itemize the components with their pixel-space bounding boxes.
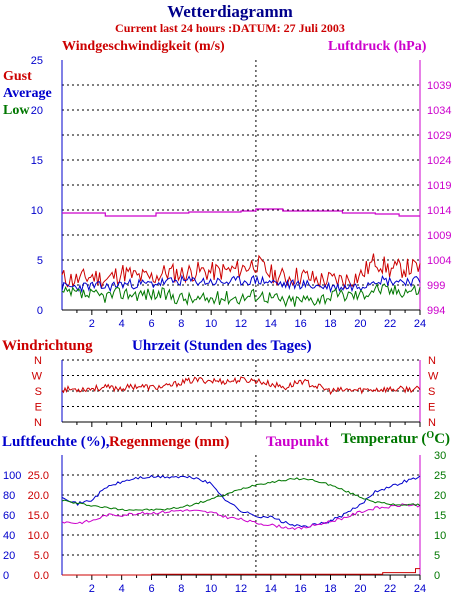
pressure-y-tick-label: 1014 bbox=[427, 205, 451, 217]
pressure-y-tick-label: 1034 bbox=[427, 105, 451, 117]
legend-average: Average bbox=[3, 86, 52, 101]
wind-speed-label: Windgeschwindigkeit (m/s) bbox=[62, 39, 225, 54]
wind-x-tick-label: 6 bbox=[148, 318, 154, 330]
chart-title: Wetterdiagramm bbox=[167, 2, 293, 21]
pressure-y-tick-label: 1004 bbox=[427, 255, 451, 267]
pressure-y-tick-label: 999 bbox=[427, 280, 445, 292]
pressure-y-tick-label: 1039 bbox=[427, 80, 451, 92]
legend-gust: Gust bbox=[3, 69, 32, 84]
wind-y-tick-label: 20 bbox=[31, 105, 43, 117]
humidity-x-tick-label: 6 bbox=[148, 583, 154, 595]
wind-direction-line bbox=[61, 376, 421, 396]
rain-y-tick-label: 10.0 bbox=[28, 530, 49, 542]
humidity-y-tick-label: 80 bbox=[3, 490, 15, 502]
dewpoint-label: Taupunkt bbox=[266, 434, 329, 450]
temperature-y-tick-label: 20 bbox=[434, 490, 446, 502]
humidity-x-tick-label: 18 bbox=[324, 583, 336, 595]
temperature-y-tick-label: 10 bbox=[434, 530, 446, 542]
direction-right-tick-label: S bbox=[428, 386, 435, 398]
humidity-x-tick-label: 20 bbox=[354, 583, 366, 595]
humidity-x-tick-label: 2 bbox=[89, 583, 95, 595]
humidity-y-tick-label: 0 bbox=[3, 570, 9, 582]
temperature-y-tick-label: 15 bbox=[434, 510, 446, 522]
wind-x-tick-label: 4 bbox=[119, 318, 125, 330]
temperature-y-tick-label: 25 bbox=[434, 470, 446, 482]
wind-y-tick-label: 0 bbox=[37, 305, 43, 317]
direction-right-tick-label: W bbox=[428, 371, 439, 383]
wind-y-tick-label: 25 bbox=[31, 55, 43, 67]
wind-x-tick-label: 18 bbox=[324, 318, 336, 330]
humidity-y-tick-label: 20 bbox=[3, 550, 15, 562]
humidity-label: Luftfeuchte (%), bbox=[2, 434, 110, 450]
rain-y-tick-label: 25.0 bbox=[28, 470, 49, 482]
humidity-y-tick-label: 60 bbox=[3, 510, 15, 522]
plot-area: 0510152025994999100410091014101910241029… bbox=[3, 55, 451, 595]
wind-x-tick-label: 8 bbox=[178, 318, 184, 330]
wind-y-tick-label: 10 bbox=[31, 205, 43, 217]
wind-low-line bbox=[61, 282, 421, 308]
direction-right-tick-label: N bbox=[428, 355, 436, 367]
pressure-y-tick-label: 994 bbox=[427, 305, 445, 317]
temperature-line bbox=[61, 477, 421, 512]
degree-symbol: O bbox=[426, 430, 434, 441]
rain-y-tick-label: 20.0 bbox=[28, 490, 49, 502]
chart-subtitle: Current last 24 hours :DATUM: 27 Juli 20… bbox=[115, 21, 345, 35]
wind-x-tick-label: 24 bbox=[414, 318, 426, 330]
wind-x-tick-label: 2 bbox=[89, 318, 95, 330]
rain-y-tick-label: 5.0 bbox=[34, 550, 49, 562]
pressure-line bbox=[62, 208, 420, 217]
time-axis-label: Uhrzeit (Stunden des Tages) bbox=[132, 338, 312, 354]
humidity-y-tick-label: 40 bbox=[3, 530, 15, 542]
direction-left-tick-label: N bbox=[34, 355, 42, 367]
humidity-y-tick-label: 100 bbox=[3, 470, 21, 482]
humidity-x-tick-label: 16 bbox=[295, 583, 307, 595]
pressure-label: Luftdruck (hPa) bbox=[328, 39, 427, 54]
wind-x-tick-label: 22 bbox=[384, 318, 396, 330]
wind-x-tick-label: 14 bbox=[265, 318, 277, 330]
direction-left-tick-label: E bbox=[35, 402, 42, 414]
rain-line bbox=[62, 568, 420, 576]
wind-y-tick-label: 15 bbox=[31, 155, 43, 167]
wind-direction-label: Windrichtung bbox=[2, 338, 93, 354]
humidity-x-tick-label: 10 bbox=[205, 583, 217, 595]
wind-y-tick-label: 5 bbox=[37, 255, 43, 267]
pressure-y-tick-label: 1029 bbox=[427, 130, 451, 142]
rain-y-tick-label: 15.0 bbox=[28, 510, 49, 522]
temperature-y-tick-label: 5 bbox=[434, 550, 440, 562]
pressure-y-tick-label: 1009 bbox=[427, 230, 451, 242]
humidity-x-tick-label: 22 bbox=[384, 583, 396, 595]
direction-right-tick-label: N bbox=[428, 417, 436, 429]
humidity-x-tick-label: 4 bbox=[119, 583, 125, 595]
rain-label: Regenmenge (mm) bbox=[109, 434, 229, 450]
direction-right-tick-label: E bbox=[428, 402, 435, 414]
temperature-y-tick-label: 30 bbox=[434, 450, 446, 462]
direction-left-tick-label: S bbox=[35, 386, 42, 398]
wind-x-tick-label: 20 bbox=[354, 318, 366, 330]
wind-x-tick-label: 10 bbox=[205, 318, 217, 330]
humidity-x-tick-label: 12 bbox=[235, 583, 247, 595]
wind-x-tick-label: 16 bbox=[295, 318, 307, 330]
direction-left-tick-label: W bbox=[32, 371, 43, 383]
humidity-line bbox=[61, 474, 421, 528]
temperature-y-tick-label: 0 bbox=[434, 570, 440, 582]
humidity-x-tick-label: 8 bbox=[178, 583, 184, 595]
dewpoint-line bbox=[61, 503, 421, 531]
pressure-y-tick-label: 1019 bbox=[427, 180, 451, 192]
humidity-x-tick-label: 14 bbox=[265, 583, 277, 595]
direction-left-tick-label: N bbox=[34, 417, 42, 429]
legend-low: Low bbox=[3, 103, 30, 118]
temperature-label: Temperatur (OC) bbox=[341, 430, 450, 447]
wind-gust-line bbox=[61, 253, 421, 289]
humidity-x-tick-label: 24 bbox=[414, 583, 426, 595]
pressure-y-tick-label: 1024 bbox=[427, 155, 451, 167]
wind-average-line bbox=[61, 274, 421, 294]
wind-x-tick-label: 12 bbox=[235, 318, 247, 330]
rain-y-tick-label: 0.0 bbox=[34, 570, 49, 582]
